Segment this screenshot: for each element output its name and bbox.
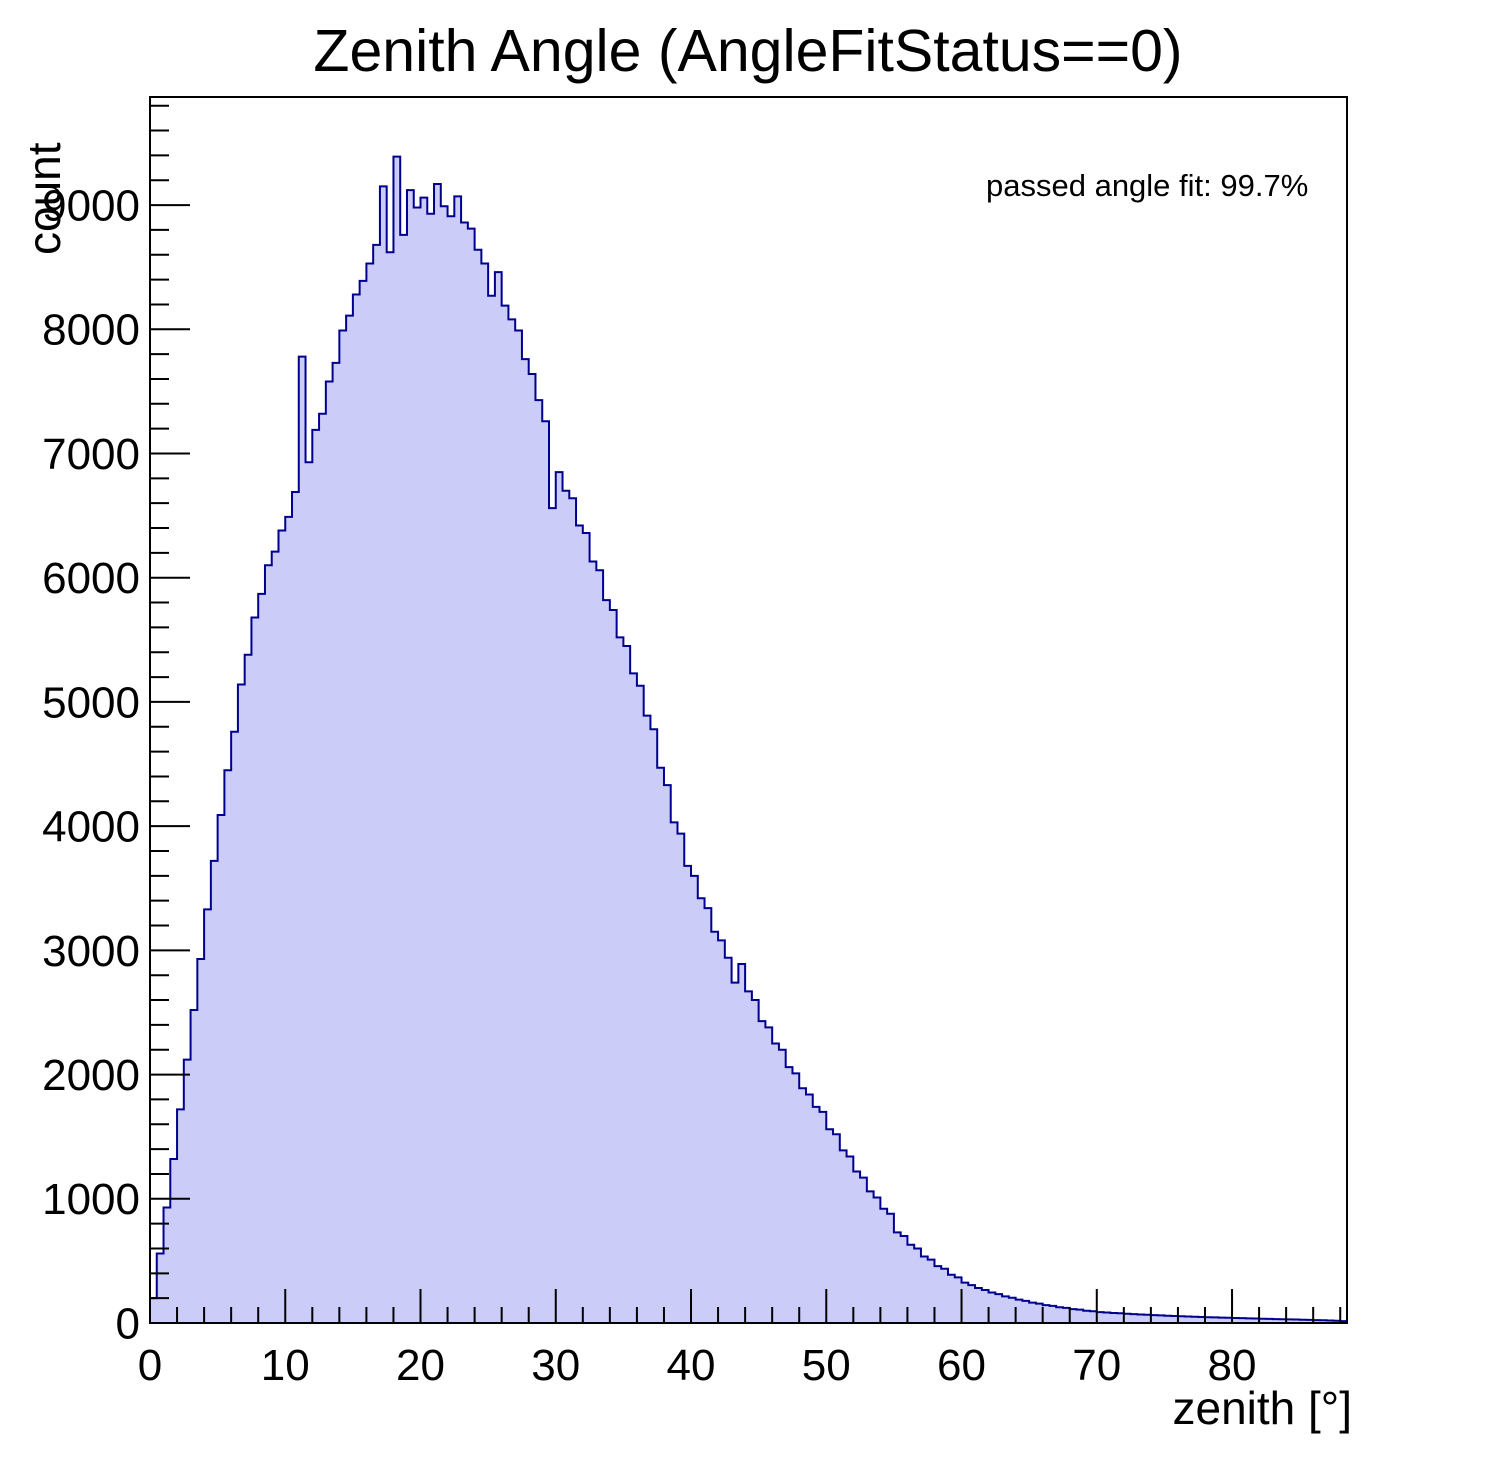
y-tick-label: 5000: [42, 678, 140, 727]
y-tick-label: 0: [116, 1299, 140, 1348]
x-axis-title: zenith [°]: [1173, 1382, 1353, 1434]
y-tick-label: 3000: [42, 927, 140, 976]
histogram-layer: [149, 155, 1348, 1324]
zenith-histogram: [149, 155, 1348, 1324]
plot-frame: [149, 96, 1348, 1324]
x-tick-label: 40: [667, 1341, 716, 1390]
y-axis-title: count: [18, 142, 70, 255]
x-tick-label: 0: [138, 1341, 162, 1390]
x-tick-label: 80: [1208, 1341, 1257, 1390]
y-tick-label: 2000: [42, 1051, 140, 1100]
y-tick-label: 1000: [42, 1175, 140, 1224]
x-tick-label: 10: [261, 1341, 310, 1390]
passed-fit-annotation: passed angle fit: 99.7%: [986, 168, 1308, 203]
x-tick-label: 30: [531, 1341, 580, 1390]
x-tick-label: 70: [1072, 1341, 1121, 1390]
x-tick-label: 50: [802, 1341, 851, 1390]
y-tick-label: 6000: [42, 554, 140, 603]
tick-layer: 0 10 20 30 40 50 60 70 80 0 1000 2000 3000 4000 5000 60…: [42, 104, 1342, 1390]
y-tick-label: 8000: [42, 306, 140, 355]
x-tick-label: 20: [396, 1341, 445, 1390]
plot-title: Zenith Angle (AngleFitStatus==0): [313, 18, 1182, 84]
y-tick-label: 7000: [42, 430, 140, 479]
y-tick-label: 9000: [42, 181, 140, 230]
y-tick-label: 4000: [42, 803, 140, 852]
x-tick-label: 60: [937, 1341, 986, 1390]
